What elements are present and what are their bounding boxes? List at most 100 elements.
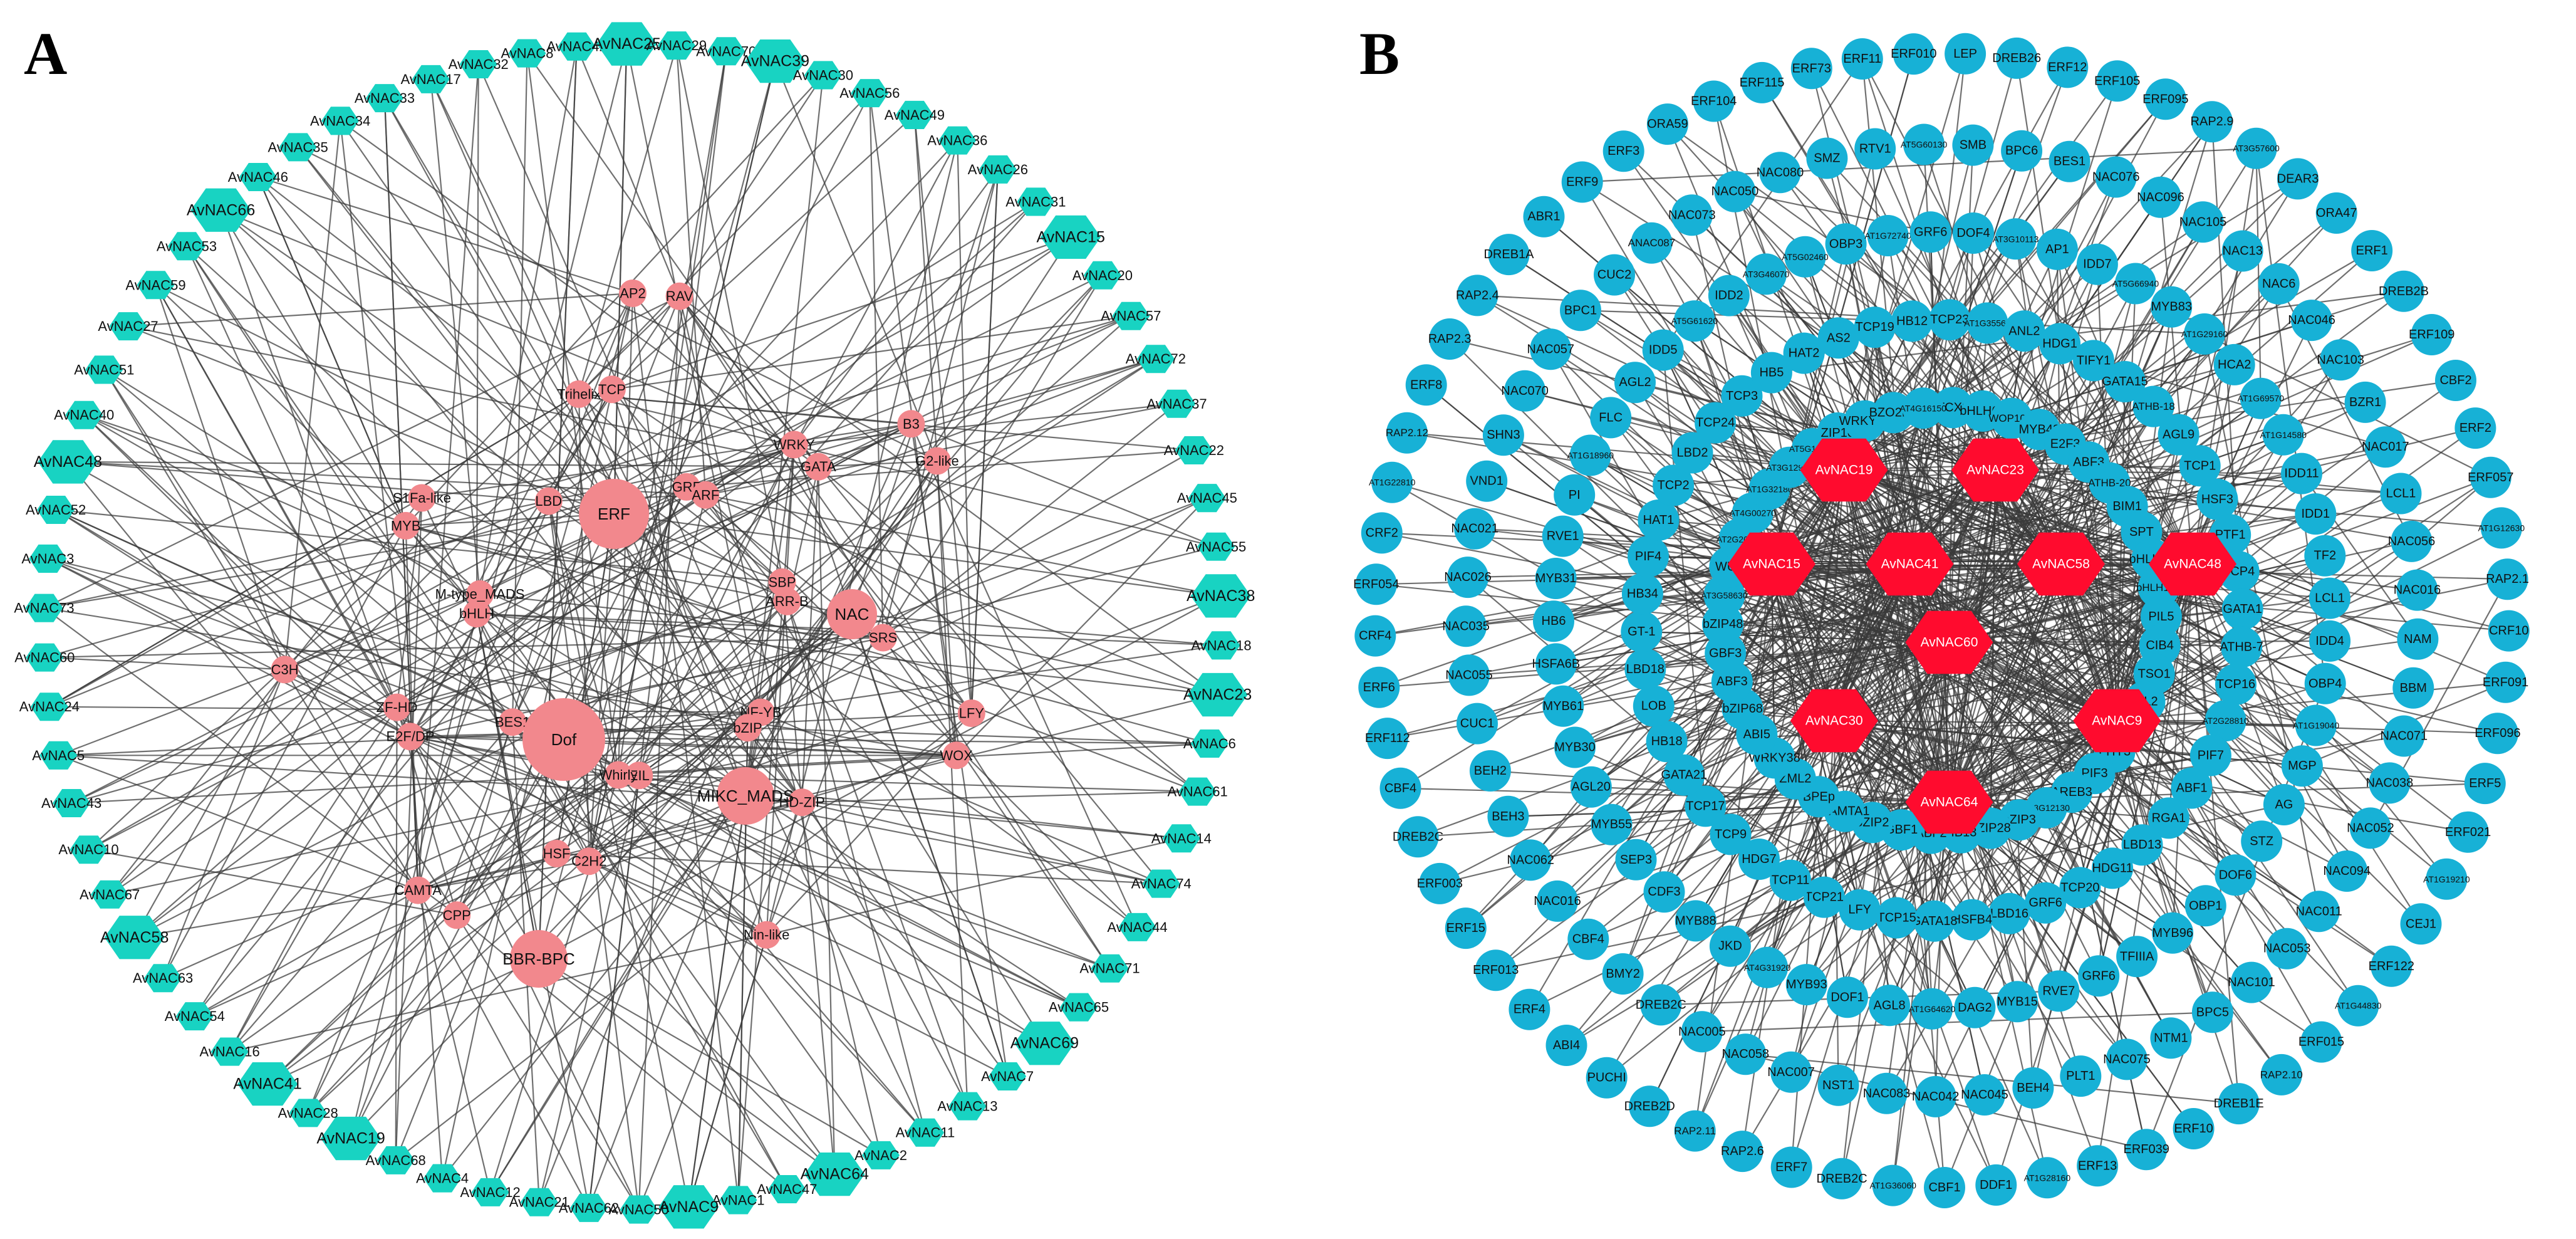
node-nac075[interactable]: NAC075: [2103, 1038, 2151, 1080]
node-idd4[interactable]: IDD4: [2309, 620, 2351, 662]
node-rve7[interactable]: RVE7: [2038, 970, 2080, 1012]
node-lbd[interactable]: LBD: [534, 487, 563, 515]
node-avnac10[interactable]: AvNAC10: [58, 835, 119, 864]
node-nac035[interactable]: NAC035: [1442, 605, 1490, 647]
node-avnac55[interactable]: AvNAC55: [1186, 532, 1246, 561]
node-erf7[interactable]: ERF7: [1770, 1146, 1812, 1188]
node-at1g18960[interactable]: AT1G18960: [1567, 434, 1614, 476]
node-smb[interactable]: SMB: [1952, 124, 1994, 166]
node-avnac17[interactable]: AvNAC17: [401, 65, 461, 93]
node-avnac71[interactable]: AvNAC71: [1079, 954, 1140, 983]
node-erf021[interactable]: ERF021: [2445, 811, 2491, 853]
node-lbd2[interactable]: LBD2: [1671, 432, 1713, 474]
node-avnac25[interactable]: AvNAC25: [593, 22, 661, 66]
node-avnac62[interactable]: AvNAC62: [559, 1193, 619, 1222]
node-nac026[interactable]: NAC026: [1444, 557, 1492, 599]
node-myb61[interactable]: MYB61: [1542, 685, 1584, 727]
node-gata[interactable]: GATA: [801, 452, 836, 481]
node-wox[interactable]: WOX: [940, 741, 973, 770]
node-cej1[interactable]: CEJ1: [2400, 903, 2442, 945]
node-avnac51[interactable]: AvNAC51: [74, 355, 134, 384]
node-nac058[interactable]: NAC058: [1722, 1033, 1769, 1075]
node-at1g19040[interactable]: AT1G19040: [2293, 704, 2340, 746]
node-tcp17[interactable]: TCP17: [1685, 785, 1727, 827]
node-nac016[interactable]: NAC016: [1534, 880, 1581, 922]
node-ap1[interactable]: AP1: [2036, 228, 2078, 270]
node-rap2-1[interactable]: RAP2.1: [2486, 558, 2529, 600]
node-at3g46070[interactable]: AT3G46070: [1743, 253, 1790, 295]
node-hsfa6b[interactable]: HSFA6B: [1532, 643, 1581, 685]
node-erf4[interactable]: ERF4: [1509, 988, 1550, 1030]
node-nac055[interactable]: NAC055: [1445, 654, 1493, 696]
node-at1g64620[interactable]: AT1G64620: [1909, 988, 1956, 1030]
node-avnac53[interactable]: AvNAC53: [157, 232, 217, 261]
node-nac[interactable]: NAC: [827, 589, 877, 639]
node-nac101[interactable]: NAC101: [2228, 961, 2275, 1003]
node-rap2-6[interactable]: RAP2.6: [1721, 1131, 1764, 1173]
node-avnac58[interactable]: AvNAC58: [2017, 532, 2105, 596]
node-avnac64[interactable]: AvNAC64: [1905, 770, 1993, 834]
node-avnac48[interactable]: AvNAC48: [34, 440, 102, 484]
node-gata15[interactable]: GATA15: [2102, 361, 2148, 402]
node-agl9[interactable]: AGL9: [2158, 414, 2199, 456]
node-rve1[interactable]: RVE1: [1542, 515, 1584, 557]
node-cdf3[interactable]: CDF3: [1643, 871, 1685, 913]
node-lbd18[interactable]: LBD18: [1624, 648, 1666, 690]
node-shn3[interactable]: SHN3: [1482, 414, 1524, 456]
node-avnac34[interactable]: AvNAC34: [310, 107, 370, 135]
node-erf2[interactable]: ERF2: [2454, 407, 2496, 449]
node-avnac41[interactable]: AvNAC41: [1866, 532, 1954, 596]
node-grf6[interactable]: GRF6: [2025, 882, 2067, 924]
node-avnac54[interactable]: AvNAC54: [165, 1002, 225, 1031]
node-nac083[interactable]: NAC083: [1863, 1072, 1911, 1114]
node-at1g72740[interactable]: AT1G72740: [1864, 215, 1911, 256]
node-avnac47[interactable]: AvNAC47: [757, 1175, 817, 1203]
node-anac087[interactable]: ANAC087: [1628, 222, 1676, 264]
node-tcp1[interactable]: TCP1: [2179, 445, 2221, 487]
node-pif7[interactable]: PIF7: [2189, 735, 2231, 776]
node-tcp2[interactable]: TCP2: [1653, 464, 1695, 506]
node-hat1[interactable]: HAT1: [1638, 499, 1680, 541]
node-nac016[interactable]: NAC016: [2394, 569, 2441, 611]
node-erf6[interactable]: ERF6: [1358, 666, 1400, 708]
node-lbd16[interactable]: LBD16: [1988, 892, 2030, 934]
node-avnac32[interactable]: AvNAC32: [449, 50, 509, 78]
node-tcp20[interactable]: TCP20: [2059, 867, 2101, 909]
node-nac007[interactable]: NAC007: [1767, 1051, 1815, 1093]
node-beh2[interactable]: BEH2: [1469, 750, 1511, 792]
node-nac103[interactable]: NAC103: [2317, 339, 2364, 381]
node-dof6[interactable]: DOF6: [2215, 854, 2257, 896]
node-nac053[interactable]: NAC053: [2263, 928, 2311, 970]
node-erf003[interactable]: ERF003: [1417, 862, 1463, 904]
node-at5g61620[interactable]: AT5G61620: [1671, 300, 1718, 342]
node-avnac41[interactable]: AvNAC41: [233, 1062, 302, 1106]
node-avnac63[interactable]: AvNAC63: [133, 964, 193, 993]
node-avnac46[interactable]: AvNAC46: [228, 163, 288, 191]
node-erf15[interactable]: ERF15: [1445, 907, 1487, 949]
node-myb30[interactable]: MYB30: [1554, 726, 1596, 768]
node-nac13[interactable]: NAC13: [2221, 230, 2263, 272]
node-at2g28810[interactable]: AT2G28810: [2202, 700, 2249, 741]
node-nac096[interactable]: NAC096: [2137, 176, 2184, 218]
node-lcl1[interactable]: LCL1: [2380, 473, 2422, 515]
node-pif4[interactable]: PIF4: [1628, 536, 1669, 577]
node-avnac66[interactable]: AvNAC66: [187, 188, 255, 232]
node-avnac70[interactable]: AvNAC70: [696, 37, 756, 66]
node-avnac68[interactable]: AvNAC68: [366, 1146, 426, 1174]
node-avnac2[interactable]: AvNAC2: [854, 1141, 907, 1169]
node-myb[interactable]: MYB: [391, 511, 421, 540]
node-nac017[interactable]: NAC017: [2362, 426, 2409, 468]
node-avnac67[interactable]: AvNAC67: [80, 880, 140, 909]
node-avnac15[interactable]: AvNAC15: [1037, 215, 1105, 259]
node-avnac6[interactable]: AvNAC6: [1183, 729, 1236, 758]
node-idd5[interactable]: IDD5: [1642, 329, 1684, 371]
node-trihelix[interactable]: Trihelix: [557, 380, 601, 408]
node-erf109[interactable]: ERF109: [2409, 314, 2454, 355]
node-athb-18[interactable]: ATHB-18: [2132, 385, 2175, 427]
node-at1g35560[interactable]: AT1G35560: [1964, 302, 2011, 344]
node-abr1[interactable]: ABR1: [1523, 196, 1565, 238]
node-avnac69[interactable]: AvNAC69: [1010, 1022, 1079, 1065]
node-idd11[interactable]: IDD11: [2281, 452, 2322, 494]
node-avnac14[interactable]: AvNAC14: [1151, 824, 1212, 853]
node-avnac23[interactable]: AvNAC23: [1183, 672, 1252, 717]
